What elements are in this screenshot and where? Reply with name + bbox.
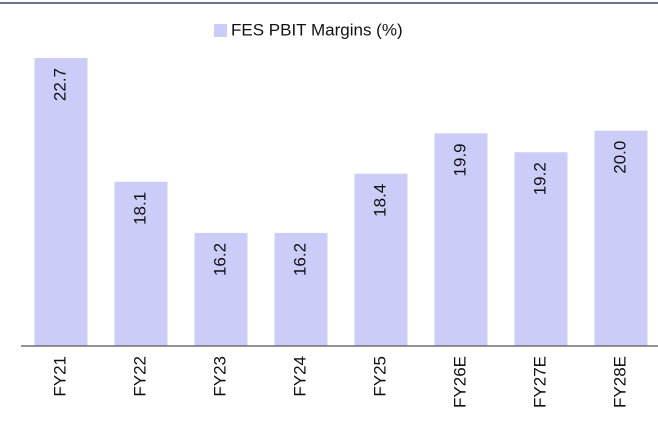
bar bbox=[274, 232, 328, 346]
bar bbox=[114, 181, 168, 346]
legend-swatch bbox=[214, 24, 227, 37]
value-label: 19.2 bbox=[530, 162, 549, 195]
legend-label: FES PBIT Margins (%) bbox=[231, 20, 403, 39]
value-label: 18.1 bbox=[130, 192, 149, 225]
x-tick-label: FY21 bbox=[50, 356, 69, 397]
x-tick-label: FY22 bbox=[130, 356, 149, 397]
bar bbox=[514, 152, 568, 346]
bar bbox=[434, 133, 488, 346]
x-tick-label: FY26E bbox=[450, 356, 469, 408]
value-label: 20.0 bbox=[610, 141, 629, 174]
bar bbox=[354, 173, 408, 346]
value-label: 19.9 bbox=[450, 143, 469, 176]
bar bbox=[194, 232, 248, 346]
value-label: 22.7 bbox=[50, 68, 69, 101]
x-tick-label: FY24 bbox=[290, 356, 309, 397]
bar bbox=[594, 130, 648, 346]
x-tick-label: FY28E bbox=[610, 356, 629, 408]
bar bbox=[34, 57, 88, 346]
value-label: 18.4 bbox=[370, 184, 389, 217]
value-label: 16.2 bbox=[290, 243, 309, 276]
x-tick-label: FY25 bbox=[370, 356, 389, 397]
x-tick-label: FY27E bbox=[530, 356, 549, 408]
x-tick-label: FY23 bbox=[210, 356, 229, 397]
value-label: 16.2 bbox=[210, 243, 229, 276]
